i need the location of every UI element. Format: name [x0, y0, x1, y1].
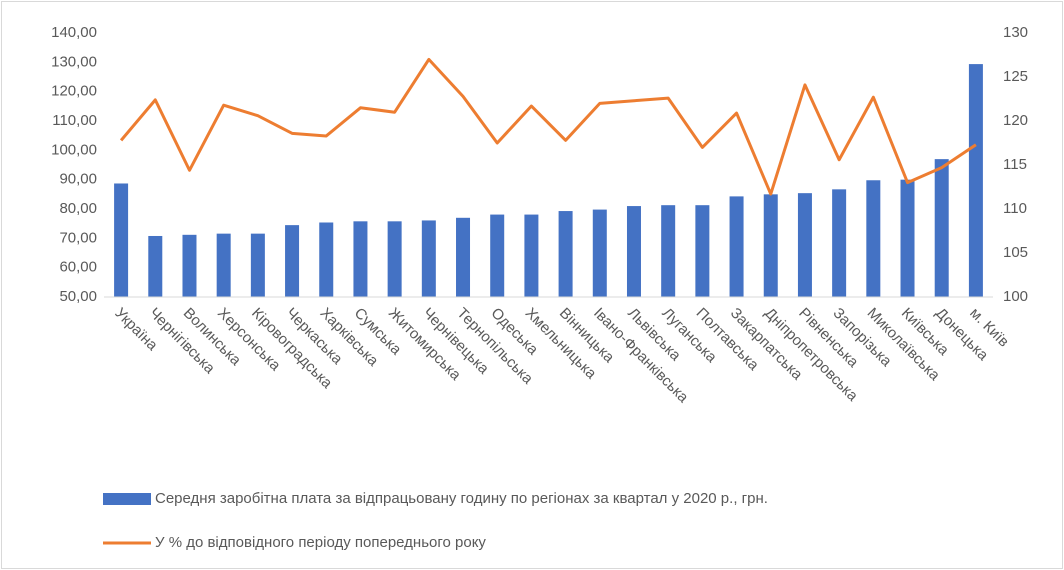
legend-swatch [103, 493, 151, 505]
y2-tick-label: 120 [1003, 112, 1028, 129]
bar [456, 217, 471, 297]
y-tick-label: 50,00 [59, 288, 97, 305]
bar [182, 234, 197, 297]
bar [934, 159, 949, 297]
y-tick-label: 80,00 [59, 200, 97, 217]
y-tick-label: 90,00 [59, 171, 97, 188]
bar [729, 196, 744, 297]
bar [661, 205, 676, 297]
bar [592, 209, 607, 297]
bar [900, 179, 915, 297]
bar [832, 189, 847, 297]
bar [387, 221, 402, 297]
bar [695, 205, 710, 297]
y-tick-label: 140,00 [51, 24, 97, 41]
bar [524, 214, 539, 297]
y-tick-label: 120,00 [51, 83, 97, 100]
bar [216, 233, 231, 297]
y2-tick-label: 125 [1003, 68, 1028, 85]
y-tick-label: 60,00 [59, 259, 97, 276]
bar [250, 233, 265, 297]
bar [558, 211, 573, 297]
bar [148, 235, 163, 297]
bar [285, 225, 300, 297]
y-tick-label: 100,00 [51, 141, 97, 158]
bar [319, 222, 334, 297]
bar [421, 220, 436, 297]
bar [866, 180, 881, 297]
bar [763, 194, 778, 297]
legend-label: У % до відповідного періоду попереднього… [155, 534, 486, 551]
bar [968, 64, 983, 298]
y2-tick-label: 100 [1003, 288, 1028, 305]
line [119, 57, 977, 196]
bar [114, 183, 129, 297]
bar [353, 221, 368, 297]
y2-tick-label: 130 [1003, 24, 1028, 41]
bar [626, 206, 641, 297]
bar [490, 214, 505, 297]
legend-label: Середня заробітна плата за відпрацьовану… [155, 490, 768, 507]
y2-tick-label: 115 [1003, 156, 1027, 173]
y-tick-label: 130,00 [51, 53, 97, 70]
y2-tick-label: 110 [1003, 200, 1027, 217]
y-tick-label: 110,00 [52, 112, 97, 129]
y2-tick-label: 105 [1003, 244, 1028, 261]
y-tick-label: 70,00 [59, 229, 97, 246]
bar [797, 193, 812, 297]
